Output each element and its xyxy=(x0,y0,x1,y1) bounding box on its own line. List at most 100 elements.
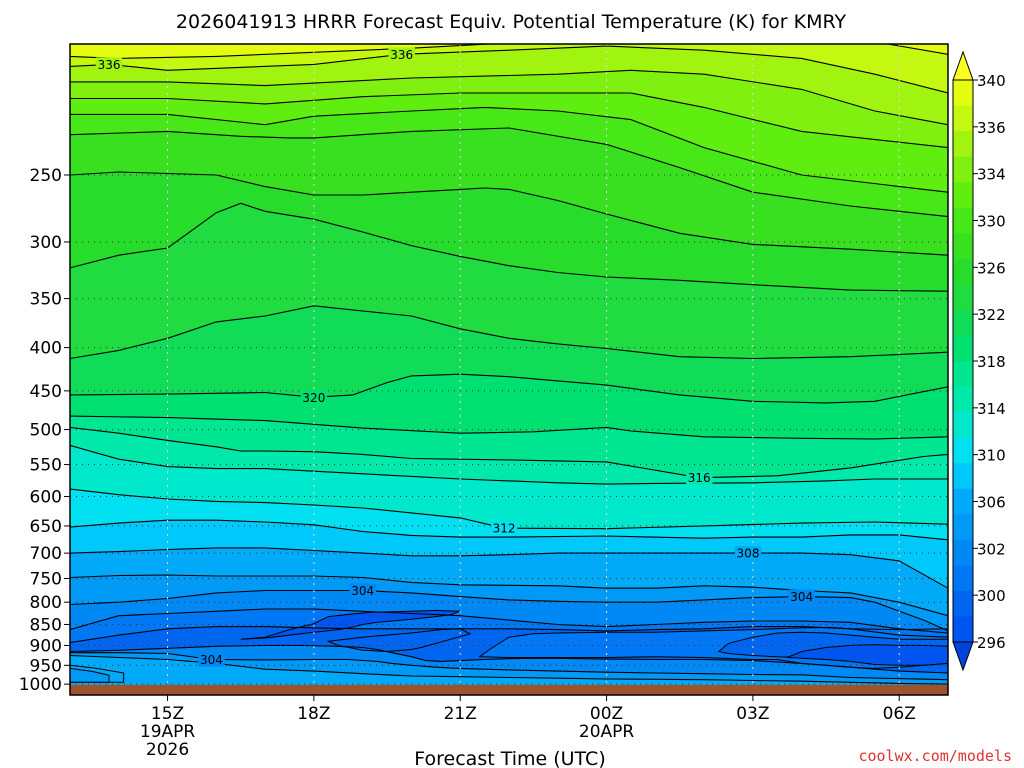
colorbar-bin-10 xyxy=(953,335,973,362)
contour-label-bg-8 xyxy=(198,652,225,667)
colorbar-label-314-5: 314 xyxy=(977,400,1006,418)
contour-line-304-21 xyxy=(70,644,948,674)
colorbar-label-336-11: 336 xyxy=(977,119,1006,137)
colorbar-label-306-3: 306 xyxy=(977,494,1006,512)
colorbar-label-330-9: 330 xyxy=(977,213,1006,231)
contour-line-334-3 xyxy=(70,69,948,126)
contour-label-bg-3 xyxy=(685,470,713,485)
plot-area: 336 336 320 316 312 308 304 304 304 xyxy=(69,43,949,696)
contour-line-322-9 xyxy=(70,305,948,360)
terrain-band xyxy=(70,684,948,695)
colorbar-bin-17 xyxy=(953,514,973,541)
y-tick-label-300: 300 xyxy=(30,233,62,253)
contour-line-310-15 xyxy=(70,519,948,541)
contour-label-bg-0 xyxy=(95,57,123,72)
contour-label-312-4: 312 xyxy=(493,522,516,536)
contour-line-320-10 xyxy=(70,373,948,404)
contour-label-bg-7 xyxy=(788,589,815,604)
contour-label-bg-4 xyxy=(490,521,518,536)
low-bulge-306 xyxy=(70,667,110,683)
colorbar-bin-8 xyxy=(953,284,973,311)
x-tick-date-00Z: 20APR xyxy=(579,722,635,742)
contour-line-316-12 xyxy=(70,426,948,479)
contour-line-308-16 xyxy=(70,547,948,589)
colorbar-bin-21 xyxy=(953,616,973,643)
contour-line-330-5 xyxy=(70,106,948,193)
colorbar-label-296-0: 296 xyxy=(977,634,1006,652)
y-tick-label-550: 550 xyxy=(30,456,62,476)
colorbar-label-322-7: 322 xyxy=(977,306,1006,324)
y-tick-label-650: 650 xyxy=(30,517,62,537)
colorbar-label-334-10: 334 xyxy=(977,166,1006,184)
colorbar-bin-14 xyxy=(953,437,973,464)
y-tick-label-1000: 1000 xyxy=(19,675,62,695)
y-tick-label-850: 850 xyxy=(30,615,62,635)
chart-title: 2026041913 HRRR Forecast Equiv. Potentia… xyxy=(176,11,847,33)
contour-label-316-3: 316 xyxy=(688,471,711,485)
x-tick-label-00Z: 00Z xyxy=(590,704,623,724)
x-tick-date-15Z: 19APR xyxy=(140,722,196,742)
colorbar-bin-19 xyxy=(953,565,973,592)
y-tick-label-950: 950 xyxy=(30,656,62,676)
colorbar-label-326-8: 326 xyxy=(977,259,1006,277)
contour-line-306-22 xyxy=(70,652,948,681)
contour-label-320-2: 320 xyxy=(302,391,325,405)
y-tick-label-250: 250 xyxy=(30,166,62,186)
y-tick-label-350: 350 xyxy=(30,290,62,310)
colorbar-bin-18 xyxy=(953,539,973,566)
colorbar-top-arrow xyxy=(952,50,974,81)
colorbar-bin-9 xyxy=(953,309,973,336)
colorbar-label-302-2: 302 xyxy=(977,540,1006,558)
contour-label-bg-5 xyxy=(734,546,762,561)
contour-line-338-1 xyxy=(70,44,948,59)
y-tick-label-400: 400 xyxy=(30,339,62,359)
plot-contents: 336 336 320 316 312 308 304 304 304 xyxy=(70,44,948,695)
contour-line-312-14 xyxy=(70,488,948,530)
colorbar-bin-0 xyxy=(953,80,973,107)
y-tick-label-800: 800 xyxy=(30,593,62,613)
contour-line-304-18 xyxy=(70,589,948,632)
contour-line-324-8 xyxy=(70,202,948,292)
colorbar-label-300-1: 300 xyxy=(977,587,1006,605)
contour-label-336-0: 336 xyxy=(98,58,121,72)
contour-line-300-20 xyxy=(70,626,948,644)
y-axis: 2503003504004505005506006507007508008509… xyxy=(19,166,70,695)
colorbar-bin-4 xyxy=(953,182,973,209)
y-tick-label-900: 900 xyxy=(30,636,62,656)
contour-label-bg-2 xyxy=(300,390,328,405)
y-tick-label-500: 500 xyxy=(30,421,62,441)
colorbar-bin-5 xyxy=(953,207,973,234)
colorbar-bin-20 xyxy=(953,590,973,617)
contour-label-336-1: 336 xyxy=(390,48,413,62)
contour-label-304-6: 304 xyxy=(351,584,374,598)
contour-label-308-5: 308 xyxy=(737,547,760,561)
colorbar-bin-12 xyxy=(953,386,973,413)
colorbar-bin-6 xyxy=(953,233,973,260)
contour-line-336-2 xyxy=(70,45,948,94)
colorbar-label-318-6: 318 xyxy=(977,353,1006,371)
x-tick-label-03Z: 03Z xyxy=(736,704,769,724)
plot-frame xyxy=(69,43,949,696)
colorbar: 296 300 302 306 310 314 318 322 326 330 334 336 340 xyxy=(952,50,1006,672)
x-tick-label-21Z: 21Z xyxy=(444,704,477,724)
colorbar-bin-15 xyxy=(953,463,973,490)
contour-line-302-19 xyxy=(70,608,948,634)
contour-line-326-7 xyxy=(70,171,948,256)
colorbar-bin-3 xyxy=(953,156,973,183)
colorbar-bin-13 xyxy=(953,412,973,439)
contour-label-bg-1 xyxy=(388,47,415,62)
colorbar-bin-11 xyxy=(953,361,973,388)
colorbar-bin-1 xyxy=(953,105,973,132)
y-tick-label-600: 600 xyxy=(30,488,62,508)
x-axis-label: Forecast Time (UTC) xyxy=(414,748,605,768)
low-region-298-4 xyxy=(786,644,948,666)
contour-line-332-4 xyxy=(70,92,948,149)
colorbar-label-310-4: 310 xyxy=(977,447,1006,465)
y-tick-label-700: 700 xyxy=(30,544,62,564)
colorbar-bin-2 xyxy=(953,131,973,158)
x-tick-year-15Z: 2026 xyxy=(146,740,189,760)
y-tick-label-750: 750 xyxy=(30,569,62,589)
contour-label-304-7: 304 xyxy=(790,590,813,604)
